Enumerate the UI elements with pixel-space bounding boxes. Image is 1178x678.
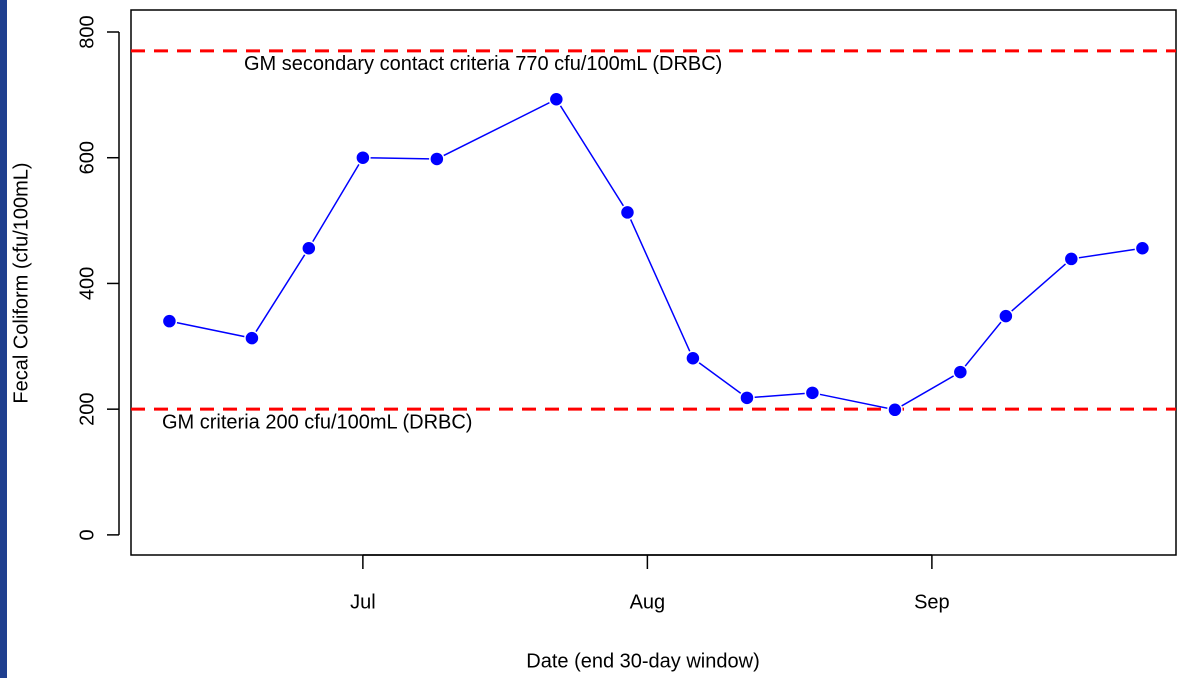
y-tick-label: 400 — [76, 267, 98, 300]
data-point — [804, 385, 821, 401]
data-point — [952, 364, 969, 380]
y-axis-label: Fecal Coliform (cfu/100mL) — [10, 162, 32, 403]
data-point — [301, 240, 317, 256]
y-tick-label: 800 — [76, 15, 98, 48]
x-axis-label: Date (end 30-day window) — [526, 650, 759, 672]
x-tick-label: Jul — [350, 591, 376, 613]
data-point — [1063, 251, 1080, 267]
reference-label: GM secondary contact criteria 770 cfu/10… — [244, 53, 722, 75]
data-point — [619, 204, 636, 221]
reference-label: GM criteria 200 cfu/100mL (DRBC) — [162, 411, 472, 433]
data-point — [244, 330, 260, 346]
data-point — [998, 308, 1014, 324]
y-tick-label: 600 — [76, 141, 98, 174]
data-point — [1134, 240, 1151, 256]
data-line — [169, 98, 1143, 411]
side-strip — [0, 0, 7, 678]
data-point — [685, 350, 701, 366]
x-tick-label: Sep — [914, 591, 950, 613]
data-point — [161, 313, 178, 329]
x-tick-label: Aug — [630, 591, 666, 613]
data-point — [739, 390, 755, 406]
data-point — [355, 149, 371, 166]
y-tick-label: 0 — [76, 529, 98, 540]
data-point — [887, 402, 903, 418]
data-point — [548, 91, 565, 108]
data-point — [429, 151, 445, 167]
y-tick-label: 200 — [76, 392, 98, 425]
